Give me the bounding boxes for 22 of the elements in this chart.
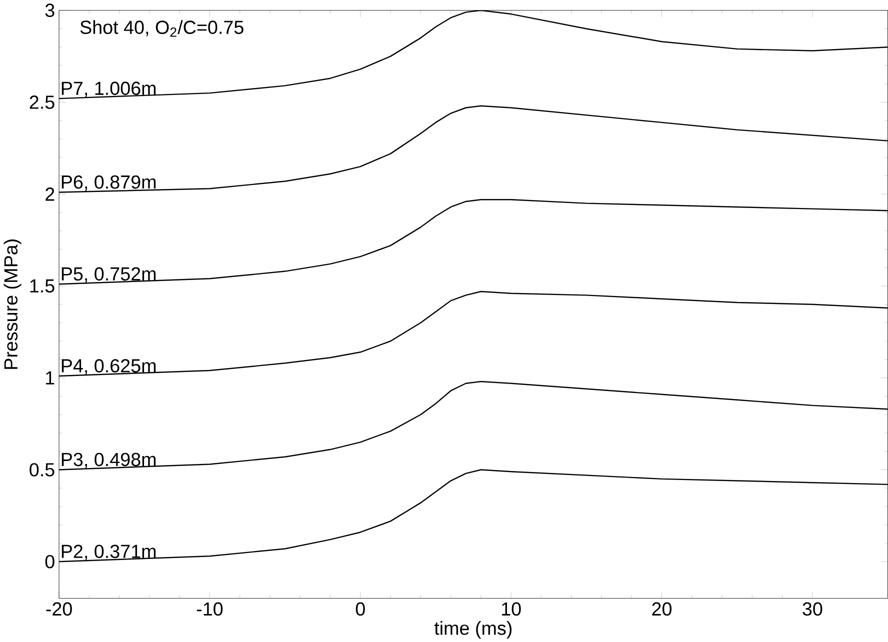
x-tick-label: 10: [502, 602, 521, 616]
x-axis-title: time (ms): [434, 620, 512, 638]
series-label: P6, 0.879m: [62, 175, 156, 191]
y-tick-label: 3: [45, 4, 54, 17]
x-tick-label: -20: [46, 602, 72, 616]
y-tick-label: 1.5: [30, 279, 54, 292]
series-label: P5, 0.752m: [62, 267, 156, 283]
y-tick-label: 2.5: [30, 95, 54, 109]
y-tick-label: 0.5: [30, 462, 54, 476]
y-tick-label: 0: [45, 554, 54, 568]
x-tick-label: -10: [196, 602, 223, 616]
y-tick-label: 2: [46, 187, 54, 201]
series-label: P4, 0.625m: [62, 358, 156, 375]
x-tick-label: 30: [802, 602, 822, 616]
y-axis-title: Pressure (MPa): [4, 239, 22, 369]
series-label: P7, 1.006m: [62, 81, 156, 98]
series-label: P2, 0.371m: [62, 544, 156, 560]
x-tick-label: 0: [356, 602, 365, 616]
annotation: Shot 40, O$_{2}$/C=0.75: [80, 20, 244, 37]
series-label: P3, 0.498m: [62, 452, 156, 468]
x-tick-label: 20: [652, 602, 672, 616]
y-tick-label: 1: [46, 371, 54, 384]
